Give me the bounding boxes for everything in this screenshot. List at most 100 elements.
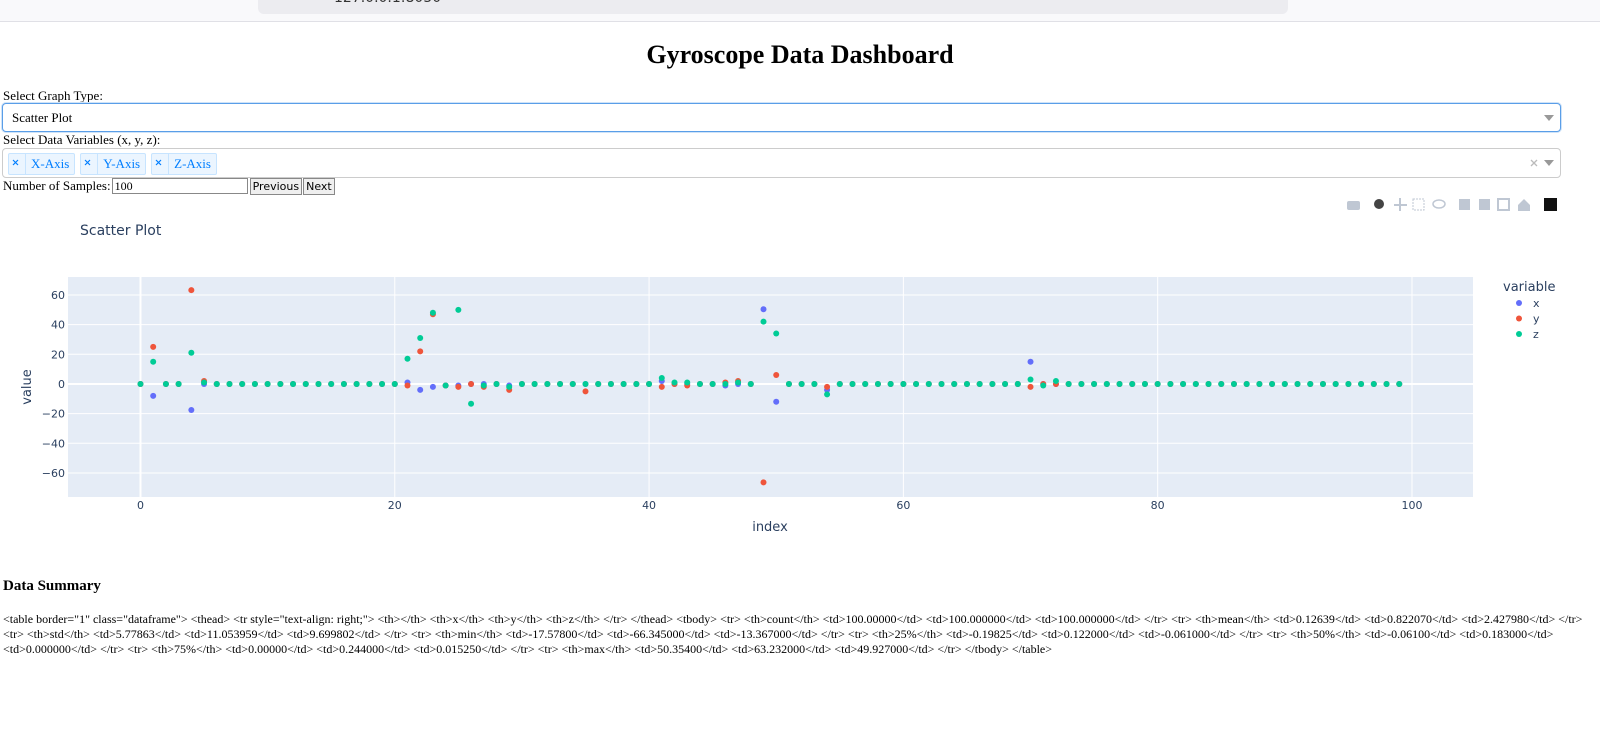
modebar-zoom[interactable] (1374, 199, 1384, 209)
next-button[interactable]: Next (303, 177, 335, 195)
point (760, 479, 767, 486)
point (646, 380, 653, 387)
point (328, 380, 335, 387)
point (1103, 380, 1110, 387)
point (251, 380, 258, 387)
point (595, 380, 602, 387)
point (213, 380, 220, 387)
legend-marker (1516, 315, 1522, 322)
modebar-zoom-in[interactable] (1459, 199, 1470, 210)
dropdown-arrow (1544, 160, 1554, 166)
previous-button[interactable]: Previous (249, 177, 303, 195)
point (1307, 380, 1314, 387)
y-axis-title: value (20, 369, 35, 405)
summary-text: <table border="1" class="dataframe"> <th… (3, 612, 1583, 656)
point (353, 380, 360, 387)
point (798, 380, 805, 387)
modebar-camera[interactable] (1347, 201, 1360, 210)
dropdown-arrow (1544, 115, 1554, 121)
point (607, 380, 614, 387)
graph-type-dropdown[interactable]: Scatter Plot (2, 103, 1561, 132)
point (1256, 380, 1263, 387)
point (1078, 380, 1085, 387)
modebar-logo[interactable] (1544, 198, 1557, 211)
point (264, 380, 271, 387)
point (1180, 380, 1187, 387)
point (1065, 380, 1072, 387)
y-tick-label: −40 (42, 437, 65, 450)
point (684, 379, 691, 386)
x-tick-label: 40 (642, 499, 656, 512)
chip-label: Z-Axis (174, 156, 211, 171)
point (1243, 380, 1250, 387)
point (493, 380, 500, 387)
chip-remove[interactable] (155, 159, 163, 167)
variable-chip[interactable]: Y-Axis (80, 153, 147, 175)
chip-remove[interactable] (12, 159, 20, 167)
point (239, 380, 246, 387)
y-tick-label: 40 (51, 319, 65, 332)
legend-marker (1516, 331, 1522, 337)
point (811, 380, 818, 387)
page-title: Gyroscope Data Dashboard (646, 40, 954, 69)
point (302, 380, 309, 387)
point (277, 380, 284, 387)
point (1205, 380, 1212, 387)
variable-chip[interactable]: X-Axis (8, 153, 76, 175)
point (773, 330, 780, 337)
point (455, 383, 462, 390)
point (315, 380, 322, 387)
summary-title: Data Summary (3, 578, 101, 594)
x-tick-label: 80 (1151, 499, 1165, 512)
point (1129, 380, 1136, 387)
point (722, 380, 729, 387)
modebar-reset[interactable] (1518, 199, 1530, 211)
modebar-autoscale[interactable] (1497, 198, 1510, 211)
point (569, 380, 576, 387)
point (849, 380, 856, 387)
variables-dropdown[interactable]: X-Axis Y-Axis Z-Axis (2, 148, 1561, 178)
chip-label: Y-Axis (103, 156, 141, 171)
point (709, 380, 716, 387)
point (1027, 383, 1034, 390)
point (404, 382, 411, 389)
samples-input[interactable] (111, 178, 248, 194)
point (1091, 380, 1098, 387)
url-bar[interactable]: 127.0.0.1:8050 (258, 0, 1288, 14)
clear-all[interactable] (1530, 159, 1538, 167)
modebar-zoom-out[interactable] (1479, 199, 1490, 210)
point (175, 380, 182, 387)
point (188, 407, 195, 414)
point (760, 306, 767, 313)
point (1040, 382, 1047, 389)
point (620, 380, 627, 387)
point (137, 380, 144, 387)
point (963, 380, 970, 387)
point (1319, 380, 1326, 387)
point (1167, 380, 1174, 387)
point (747, 380, 754, 387)
point (442, 382, 449, 389)
variable-chip[interactable]: Z-Axis (151, 153, 217, 175)
browser-bar: 127.0.0.1:8050 (0, 0, 1600, 22)
point (633, 380, 640, 387)
point (150, 392, 157, 399)
point (468, 380, 475, 387)
point (1027, 358, 1034, 365)
x-tick-label: 100 (1401, 499, 1422, 512)
graph-type-label: Select Graph Type: (3, 88, 103, 103)
modebar-select[interactable] (1412, 198, 1425, 211)
chip-label: X-Axis (31, 156, 70, 171)
modebar-pan[interactable] (1394, 198, 1407, 211)
point (874, 380, 881, 387)
point (1281, 380, 1288, 387)
modebar (1347, 198, 1557, 211)
point (582, 388, 589, 395)
point (785, 380, 792, 387)
point (1370, 380, 1377, 387)
modebar-lasso[interactable] (1432, 199, 1446, 209)
point (1230, 380, 1237, 387)
x-tick-label: 60 (896, 499, 910, 512)
chip-remove[interactable] (84, 159, 92, 167)
